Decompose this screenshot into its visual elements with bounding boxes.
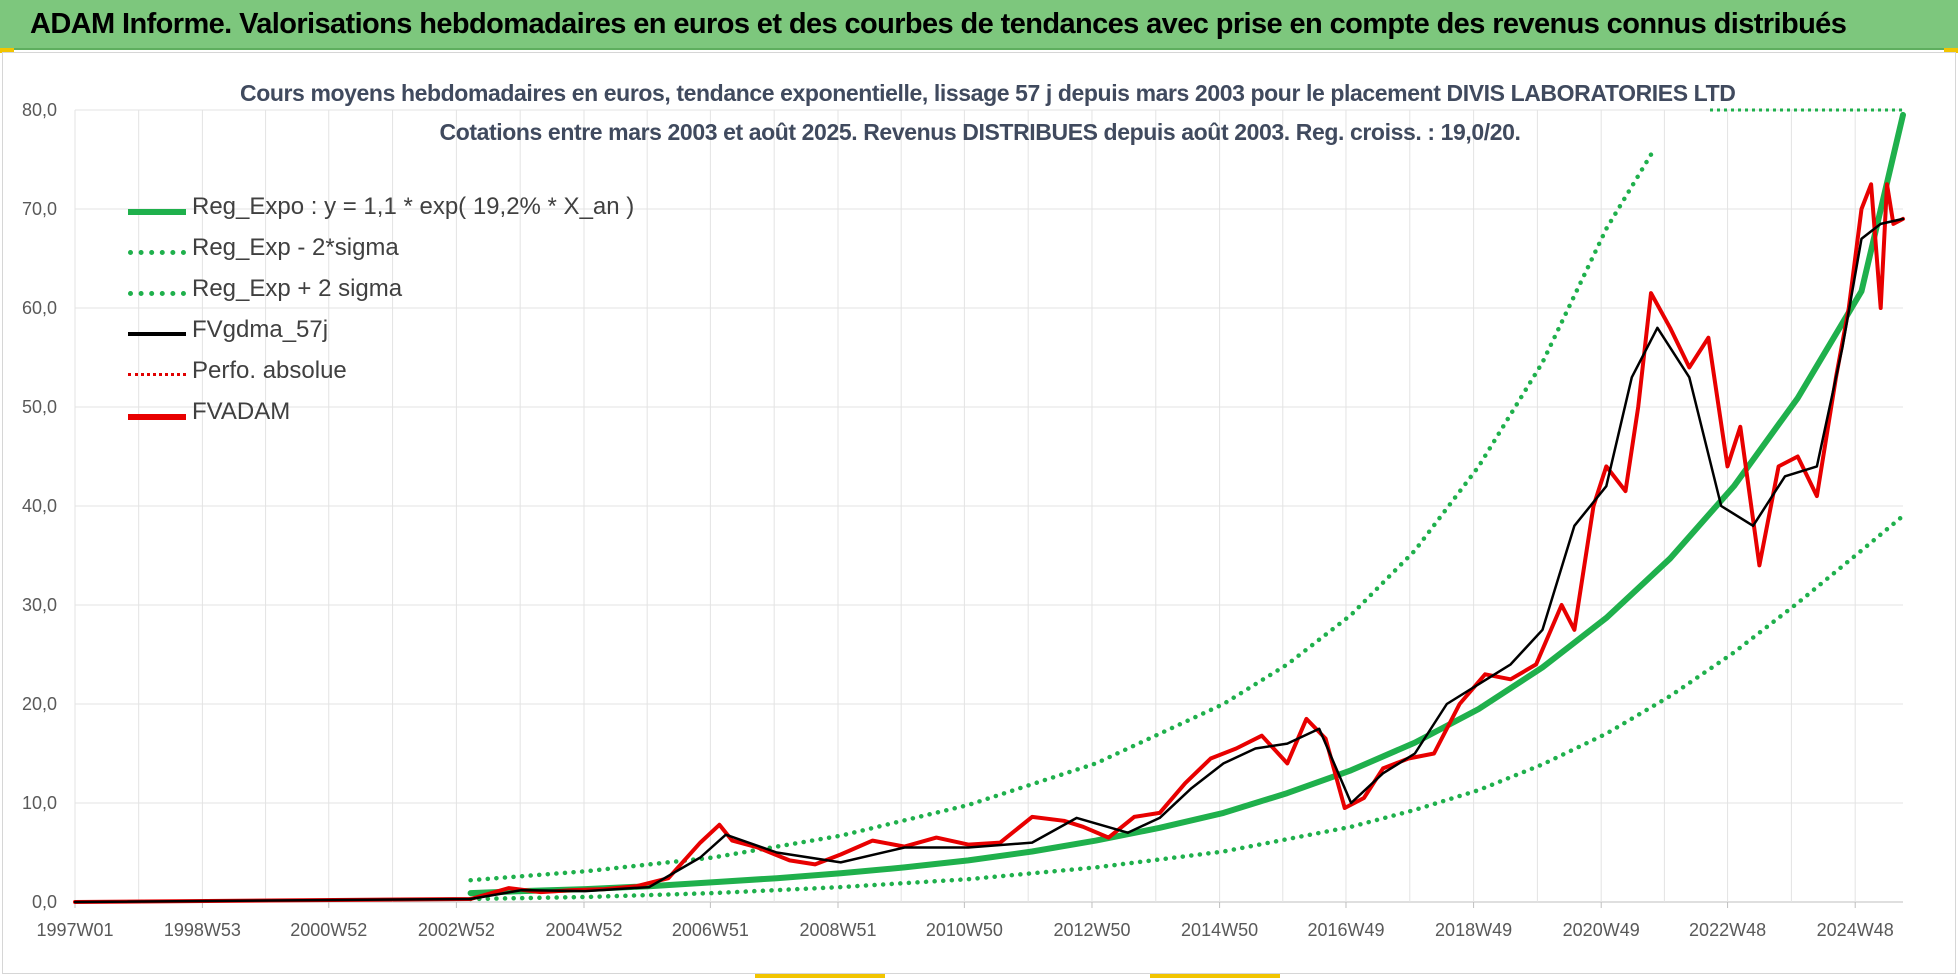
x-tick-label: 2018W49 bbox=[1435, 920, 1512, 940]
x-tick-label: 2016W49 bbox=[1307, 920, 1384, 940]
x-tick-label: 1998W53 bbox=[164, 920, 241, 940]
x-tick-label: 2022W48 bbox=[1689, 920, 1766, 940]
x-tick-label: 2002W52 bbox=[418, 920, 495, 940]
legend-item-fvgdma: FVgdma_57j bbox=[128, 313, 648, 354]
chart-title-line-1: Cours moyens hebdomadaires en euros, ten… bbox=[240, 80, 1736, 106]
legend-swatch-reg-expo bbox=[128, 209, 186, 215]
y-tick-label: 10,0 bbox=[22, 793, 57, 813]
series-lines bbox=[73, 111, 1906, 904]
y-tick-label: 30,0 bbox=[22, 595, 57, 615]
x-tick-label: 2012W50 bbox=[1053, 920, 1130, 940]
x-tick-label: 2006W51 bbox=[672, 920, 749, 940]
y-tick-label: 80,0 bbox=[22, 100, 57, 120]
bottom-mark-2 bbox=[1150, 974, 1280, 978]
y-tick-label: 0,0 bbox=[32, 892, 57, 912]
legend-swatch-reg-exp-plus bbox=[128, 291, 186, 296]
legend-item-perfo-absolue: Perfo. absolue bbox=[128, 354, 648, 395]
y-tick-label: 60,0 bbox=[22, 298, 57, 318]
x-tick-label: 2020W49 bbox=[1563, 920, 1640, 940]
legend-label-reg-exp-minus: Reg_Exp - 2*sigma bbox=[192, 234, 399, 261]
legend: Reg_Expo : y = 1,1 * exp( 19,2% * X_an )… bbox=[128, 190, 648, 436]
series-reg-expo bbox=[467, 111, 1906, 897]
legend-swatch-fvgdma bbox=[128, 332, 186, 336]
legend-label-reg-exp-plus: Reg_Exp + 2 sigma bbox=[192, 275, 403, 302]
y-tick-label: 50,0 bbox=[22, 397, 57, 417]
legend-item-fvadam: FVADAM bbox=[128, 395, 648, 436]
series-reg-exp-plus-2sigma bbox=[468, 152, 1654, 883]
x-tick-label: 2014W50 bbox=[1181, 920, 1258, 940]
legend-swatch-reg-exp-minus bbox=[128, 250, 186, 255]
x-tick-label: 2010W50 bbox=[926, 920, 1003, 940]
x-tick-label: 2024W48 bbox=[1817, 920, 1894, 940]
legend-item-reg-exp-plus: Reg_Exp + 2 sigma bbox=[128, 272, 648, 313]
bottom-mark-1 bbox=[755, 974, 885, 978]
legend-swatch-fvadam bbox=[128, 414, 186, 420]
legend-label-reg-expo: Reg_Expo : y = 1,1 * exp( 19,2% * X_an ) bbox=[192, 193, 635, 220]
report-banner: ADAM Informe. Valorisations hebdomadaire… bbox=[0, 0, 1958, 50]
corner-mark-left bbox=[0, 48, 14, 53]
y-axis-tick-labels: 0,0 10,0 20,0 30,0 40,0 50,0 60,0 70,0 80,0 bbox=[22, 100, 57, 912]
y-tick-label: 20,0 bbox=[22, 694, 57, 714]
y-tick-label: 40,0 bbox=[22, 496, 57, 516]
x-axis-tick-labels: 1997W01 1998W53 2000W52 2002W52 2004W52 2006W… bbox=[36, 902, 1894, 940]
x-tick-label: 2004W52 bbox=[545, 920, 622, 940]
chart-frame bbox=[2, 52, 1956, 974]
report-title: ADAM Informe. Valorisations hebdomadaire… bbox=[30, 8, 1847, 40]
legend-label-fvadam: FVADAM bbox=[192, 398, 291, 425]
corner-mark-right bbox=[1944, 48, 1958, 53]
y-tick-label: 70,0 bbox=[22, 199, 57, 219]
legend-swatch-perfo-absolue bbox=[128, 373, 186, 376]
legend-label-fvgdma: FVgdma_57j bbox=[192, 316, 329, 343]
series-fvadam bbox=[73, 182, 1905, 904]
legend-label-perfo-absolue: Perfo. absolue bbox=[192, 357, 347, 384]
legend-item-reg-expo: Reg_Expo : y = 1,1 * exp( 19,2% * X_an ) bbox=[128, 190, 648, 231]
x-tick-label: 2000W52 bbox=[290, 920, 367, 940]
series-reg-exp-minus-2sigma bbox=[468, 513, 1906, 902]
x-tick-label: 2008W51 bbox=[799, 920, 876, 940]
x-tick-label: 1997W01 bbox=[36, 920, 113, 940]
chart-title-line-2: Cotations entre mars 2003 et août 2025. … bbox=[439, 119, 1521, 145]
series-fvgdma-57j bbox=[73, 217, 1905, 904]
legend-item-reg-exp-minus: Reg_Exp - 2*sigma bbox=[128, 231, 648, 272]
